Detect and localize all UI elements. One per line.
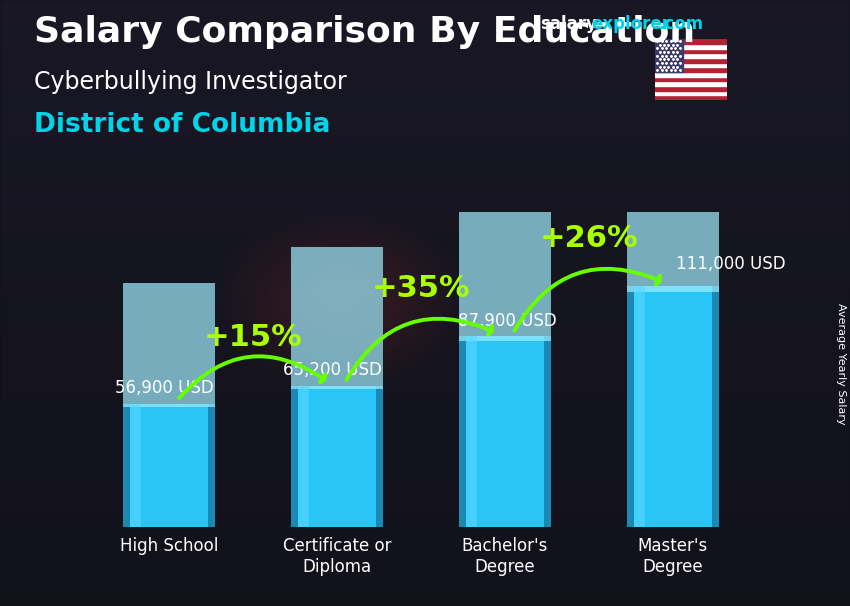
Bar — [376, 385, 383, 527]
Text: 87,900 USD: 87,900 USD — [457, 311, 557, 330]
Bar — [543, 336, 551, 527]
Text: .com: .com — [659, 15, 704, 33]
Bar — [291, 385, 383, 527]
Text: 56,900 USD: 56,900 USD — [115, 379, 214, 397]
Text: Cyberbullying Investigator: Cyberbullying Investigator — [34, 70, 347, 94]
Text: +15%: +15% — [203, 323, 302, 352]
Bar — [654, 81, 727, 86]
Text: explorer: explorer — [591, 15, 670, 33]
Bar — [122, 404, 215, 527]
Bar — [458, 336, 466, 527]
Bar — [654, 53, 727, 58]
Bar — [634, 286, 645, 527]
Bar — [626, 286, 719, 527]
Bar — [654, 44, 727, 48]
Bar — [626, 286, 634, 527]
Text: 65,200 USD: 65,200 USD — [283, 361, 382, 379]
Text: Average Yearly Salary: Average Yearly Salary — [836, 303, 846, 424]
Bar — [654, 72, 727, 77]
Bar — [458, 336, 551, 527]
Bar — [654, 77, 727, 81]
Bar — [298, 385, 309, 527]
Bar — [122, 404, 130, 527]
Text: salary: salary — [540, 15, 597, 33]
Bar — [207, 404, 215, 527]
Bar — [654, 86, 727, 91]
Bar — [654, 48, 727, 53]
Bar — [122, 283, 215, 407]
Text: Salary Comparison By Education: Salary Comparison By Education — [34, 15, 695, 49]
Bar — [654, 39, 727, 44]
Bar — [291, 385, 298, 527]
Bar — [458, 150, 551, 341]
Bar — [654, 39, 683, 72]
Bar — [654, 67, 727, 72]
Bar — [711, 286, 719, 527]
Bar — [130, 404, 141, 527]
Text: +35%: +35% — [371, 274, 470, 303]
Bar — [654, 91, 727, 95]
Bar — [654, 62, 727, 67]
Text: 111,000 USD: 111,000 USD — [676, 255, 785, 273]
Bar — [654, 58, 727, 62]
Bar — [291, 247, 383, 389]
Bar — [466, 336, 477, 527]
Text: +26%: +26% — [540, 224, 638, 253]
Bar — [626, 51, 719, 292]
Text: District of Columbia: District of Columbia — [34, 112, 331, 138]
Bar — [654, 95, 727, 100]
